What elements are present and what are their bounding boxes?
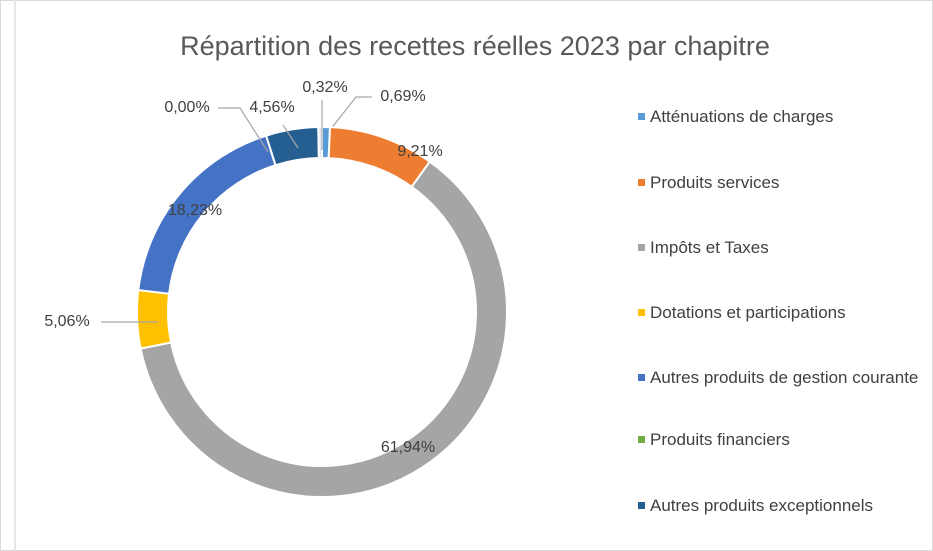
legend-label: Autres produits exceptionnels [650,496,874,515]
legend-label: Produits services [650,173,780,192]
data-label: 5,06% [44,313,89,330]
legend-item: Dotations et participations [638,301,920,325]
leader-line [218,107,269,153]
legend-swatch [638,309,645,316]
legend-swatch [638,113,645,120]
data-label: 61,94% [381,439,435,456]
legend-item: Autres produits de gestion courante [638,366,920,390]
slice [317,125,323,160]
legend-swatch [638,179,645,186]
legend-item: Produits services [638,171,920,195]
legend-label: Impôts et Taxes [650,238,769,257]
legend-label: Produits financiers [650,430,790,449]
legend-swatch [638,374,645,381]
legend-label: Atténuations de charges [650,107,834,126]
legend-item: Produits financiers [638,428,920,452]
leader-line [282,124,299,149]
slice [136,288,173,350]
leader-line [329,96,372,131]
data-label: 0,69% [380,88,425,105]
edge [14,0,16,551]
legend-item: Atténuations de charges [638,105,920,129]
slice [139,160,508,498]
legend-swatch [638,502,645,509]
legend-item: Impôts et Taxes [638,236,920,260]
data-label: 0,32% [302,79,347,96]
data-label: 4,56% [249,99,294,116]
legend-swatch [638,244,645,251]
data-label: 0,00% [164,99,209,116]
chart-title: Répartition des recettes réelles 2023 pa… [180,31,770,61]
legend-swatch [638,436,645,443]
data-label: 18,23% [168,202,222,219]
legend-label: Dotations et participations [650,303,846,322]
legend-label: Autres produits de gestion courante [650,368,919,387]
legend-item: Autres produits exceptionnels [638,494,920,518]
data-label: 9,21% [397,143,442,160]
